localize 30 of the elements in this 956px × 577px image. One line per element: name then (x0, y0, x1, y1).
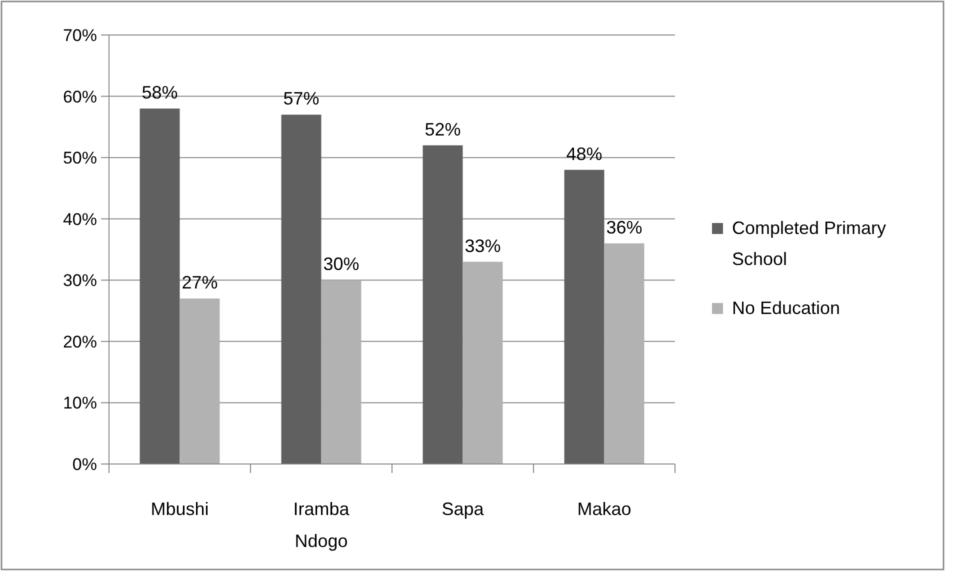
data-label: 52% (424, 119, 461, 140)
x-tick-label: Iramba Ndogo (293, 499, 350, 551)
legend-label: No Education (732, 298, 840, 318)
y-tick-label: 20% (62, 332, 97, 352)
y-tick-label: 30% (62, 271, 97, 290)
y-tick-label: 10% (62, 394, 97, 413)
y-tick-label: 40% (62, 210, 97, 229)
data-label: 48% (566, 144, 602, 164)
data-label: 57% (283, 88, 320, 109)
x-tick-label: Sapa (442, 499, 485, 519)
bar (564, 170, 604, 464)
bar (462, 262, 503, 464)
y-tick-label: 50% (62, 148, 97, 168)
data-label: 27% (182, 272, 218, 293)
legend-label: Completed Primary School (732, 218, 886, 269)
bar (140, 108, 180, 464)
x-tick-label: Makao (577, 499, 632, 519)
data-label: 33% (464, 236, 501, 256)
data-label: 58% (142, 82, 178, 103)
bar (604, 243, 644, 464)
x-tick-label: Mbushi (150, 499, 209, 519)
data-label: 30% (323, 254, 360, 274)
y-tick-label: 0% (72, 455, 97, 474)
bar (422, 145, 463, 464)
bar (281, 114, 322, 464)
bar (180, 298, 220, 464)
y-tick-label: 60% (62, 87, 97, 106)
data-label: 36% (606, 217, 642, 238)
y-tick-label: 70% (62, 26, 97, 45)
bar (321, 280, 362, 464)
